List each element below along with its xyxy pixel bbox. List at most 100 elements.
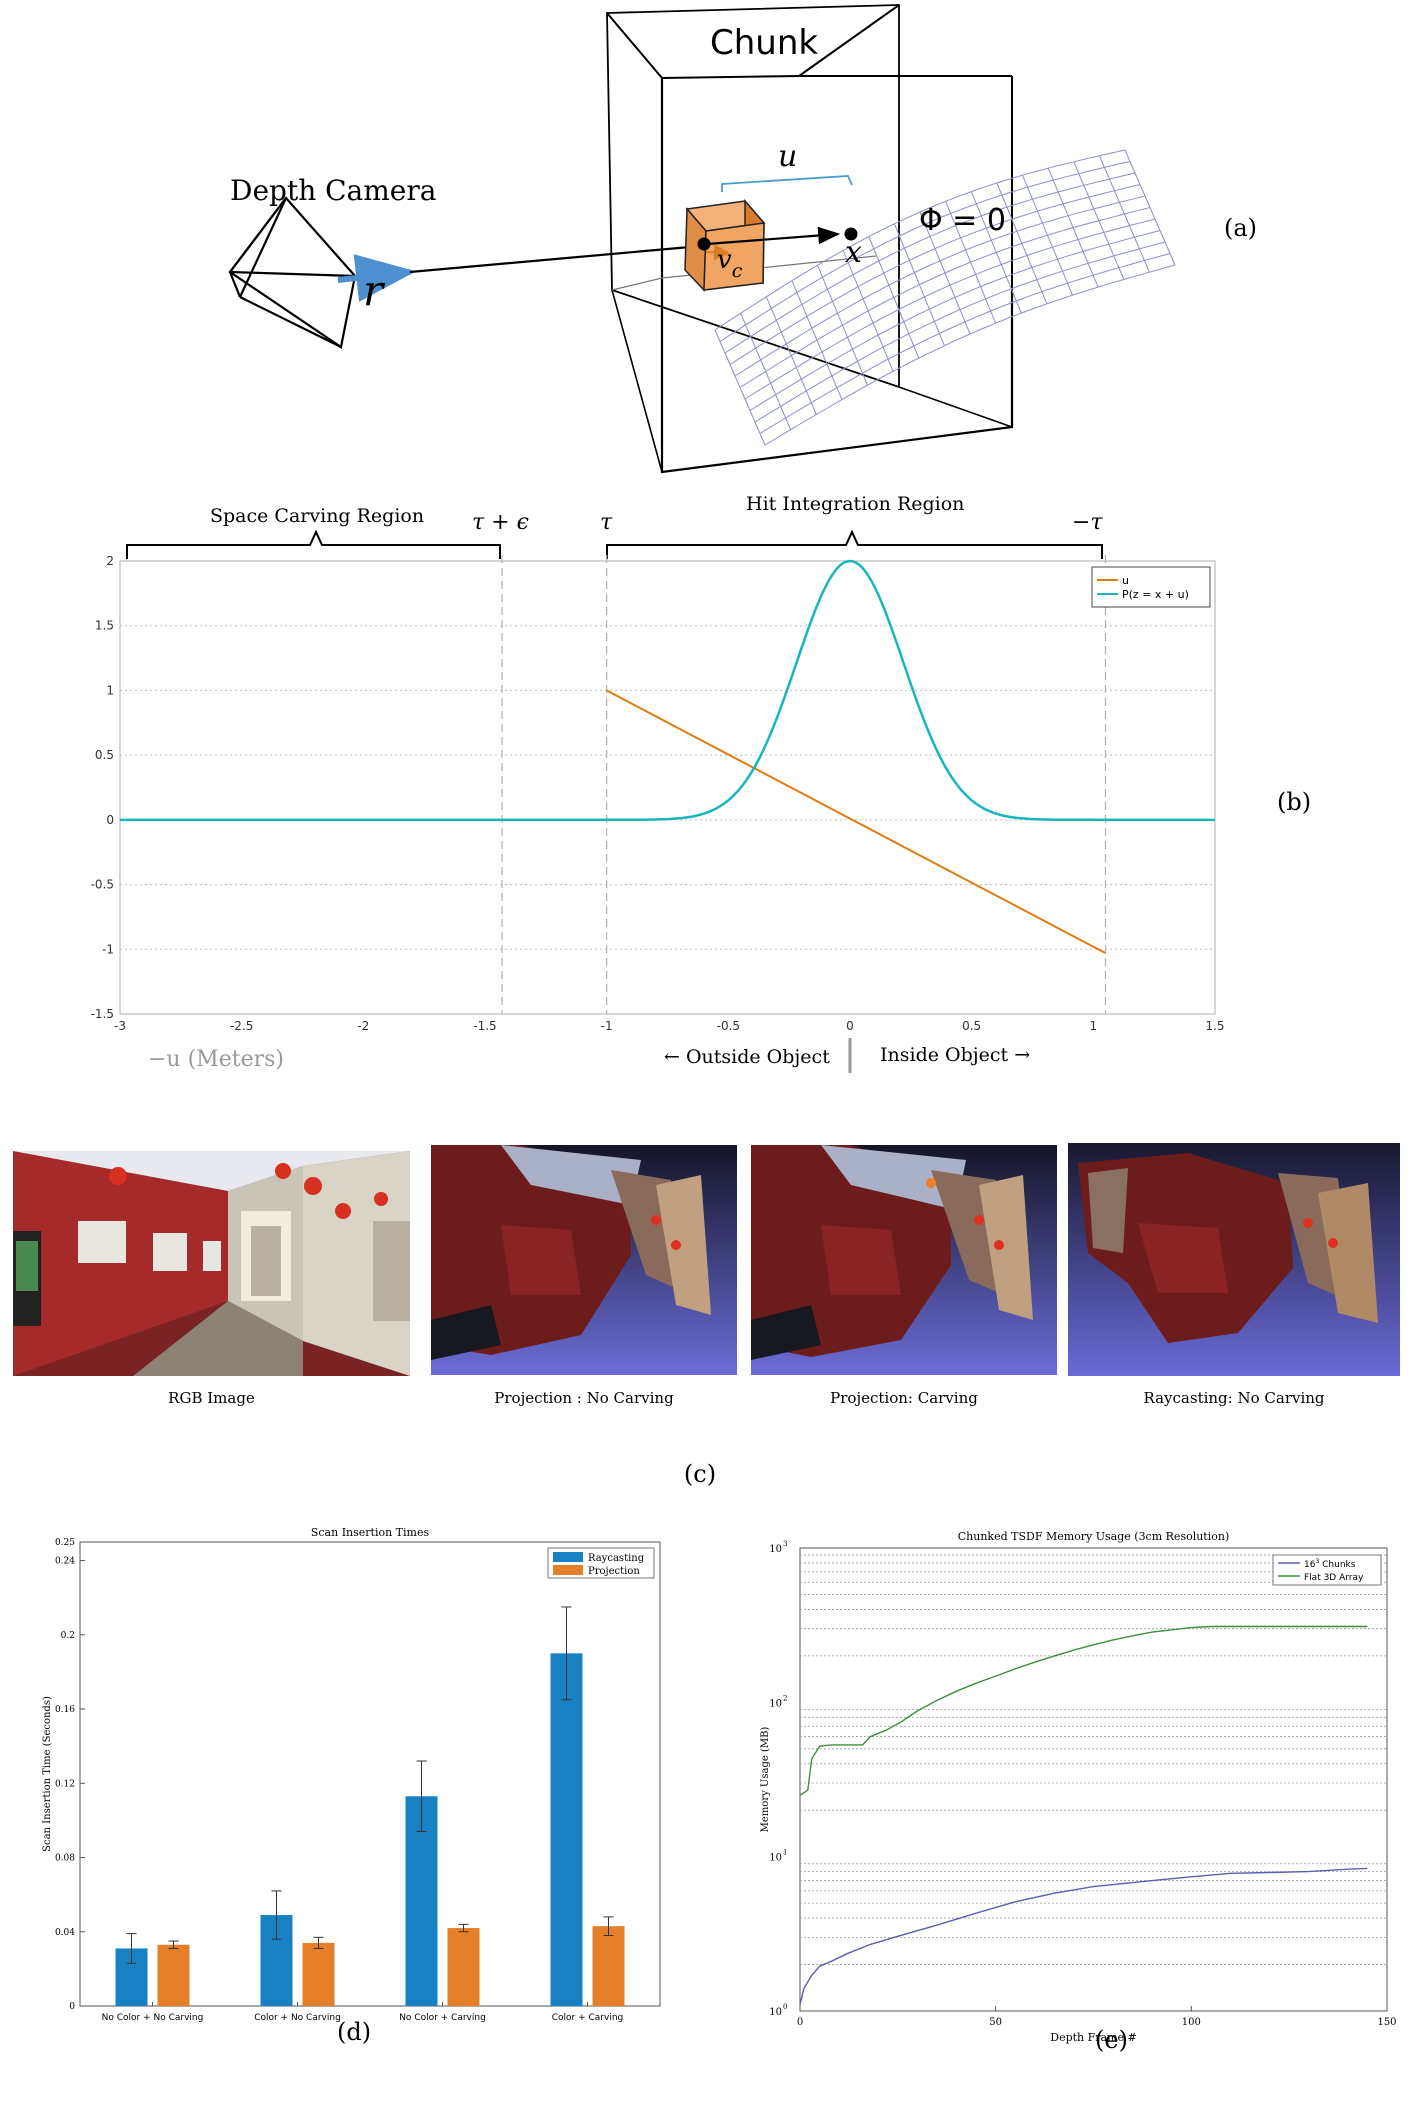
bar (447, 1928, 480, 2006)
space-carving-bracket (126, 529, 501, 559)
hit-region-bracket (606, 529, 1103, 559)
u-label: u (778, 139, 797, 174)
chart-title: Scan Insertion Times (311, 1526, 430, 1539)
space-carving-label: Space Carving Region (210, 505, 424, 527)
camera-label: Depth Camera (230, 174, 436, 207)
tau-eps-label: τ + ϵ (472, 510, 529, 535)
x-tick-label: -2.5 (230, 1019, 253, 1033)
y-tick-label: 0.08 (55, 1854, 75, 1864)
legend-swatch (553, 1565, 583, 1575)
legend-label: 163 Chunks (1304, 1558, 1356, 1570)
bar (592, 1926, 625, 2006)
mesh-line (749, 230, 1161, 411)
x-tick-label: -1 (601, 1019, 613, 1033)
u-bracket (721, 175, 853, 192)
y-tick-label: 0.2 (61, 1631, 75, 1641)
panel-c-tag: (c) (683, 1460, 717, 1488)
vc-label: vc (717, 245, 743, 282)
panel-d-chart: Scan Insertion Times 0 0.04 0.08 0.12 0.16 0.2… (42, 1526, 661, 2046)
surface-point-dot (844, 227, 858, 241)
depth-camera-icon (228, 196, 357, 349)
x-axis-label: Depth Frame # (1050, 2031, 1136, 2044)
ray-line (409, 245, 691, 274)
x-tick-label: 1.5 (1205, 1019, 1224, 1033)
y-tick-label: 0.5 (95, 748, 114, 762)
x-tick-label: 1 (1090, 1019, 1098, 1033)
y-tick-exponent: 2 (783, 1694, 787, 1702)
x-tick-label: -0.5 (717, 1019, 740, 1033)
legend-box (1091, 566, 1211, 608)
legend-label: Raycasting (588, 1553, 645, 1564)
x-tick-label: 100 (1182, 2017, 1201, 2028)
phi-label: Φ = 0 (919, 203, 1006, 238)
y-tick-label: 10 (769, 1853, 782, 1864)
x-tick-label: -1.5 (473, 1019, 496, 1033)
x-tick-label: 0 (797, 2017, 803, 2028)
panel-a-diagram: u Chunk Depth Camera r vc x Φ = 0 (a) (228, 4, 1257, 474)
y-tick-label: 1 (106, 683, 114, 697)
mesh-line (729, 184, 1141, 365)
rgb-image (13, 1151, 410, 1376)
mesh-line (754, 241, 1166, 423)
x-tick-label: 150 (1377, 2017, 1396, 2028)
chunk-label: Chunk (710, 23, 818, 63)
y-axis-label: Memory Usage (MB) (760, 1727, 771, 1833)
x-tick-label: -3 (114, 1019, 126, 1033)
bar (550, 1653, 583, 2006)
inside-label: Inside Object → (880, 1044, 1030, 1066)
panel-a-tag: (a) (1224, 214, 1257, 242)
y-tick-label: 0.25 (55, 1538, 75, 1548)
mesh-line (719, 161, 1131, 342)
y-tick-label: 2 (106, 554, 114, 568)
series-line (799, 1867, 1368, 2005)
y-tick-label: 10 (769, 1698, 782, 1709)
legend-box (1272, 1554, 1382, 1586)
plot-area (799, 1547, 1388, 2012)
neg-tau-label: −τ (1072, 510, 1103, 535)
y-axis-label: Scan Insertion Time (Seconds) (42, 1696, 53, 1852)
plot-area (119, 560, 1216, 1015)
y-tick-exponent: 3 (783, 1540, 787, 1548)
y-tick-label: 10 (769, 1544, 782, 1555)
panel-b-tag: (b) (1277, 788, 1311, 816)
legend-label: u (1122, 574, 1129, 587)
x-tick-label: Color + No Carving (254, 2013, 341, 2023)
x-tick-label: No Color + Carving (399, 2013, 486, 2023)
voxel-center-dot (697, 237, 711, 251)
y-tick-label: 0.16 (55, 1705, 75, 1715)
legend: 163 Chunks Flat 3D Array (1272, 1554, 1382, 1586)
small-orange-arrow (705, 244, 730, 261)
zero-level-surface (714, 149, 1176, 446)
y-tick-label: 1.5 (95, 619, 114, 633)
mesh-line (714, 149, 1126, 331)
legend: uP(z = x + u) (1091, 566, 1211, 608)
caption-raycasting-no-carving: Raycasting: No Carving (1143, 1389, 1325, 1407)
y-tick-label: -1 (102, 942, 114, 956)
panel-e-tag: (e) (1095, 2026, 1128, 2054)
x-axis-label: −u (Meters) (148, 1047, 284, 1072)
ray-vector (337, 254, 416, 302)
mesh-line (724, 172, 1136, 354)
projection-carving-image (751, 1145, 1057, 1375)
caption-projection-no-carving: Projection : No Carving (494, 1389, 674, 1407)
mesh-line (764, 264, 1176, 446)
legend-swatch (553, 1552, 583, 1562)
panel-b-chart: Space Carving Region τ + ϵ τ Hit Integra… (91, 493, 1311, 1073)
y-tick-label: 0.24 (55, 1557, 75, 1567)
legend: Raycasting Projection (547, 1547, 655, 1579)
legend-label: Projection (588, 1566, 640, 1577)
r-label: r (363, 266, 386, 315)
y-tick-label: 10 (769, 2007, 782, 2018)
series-line (799, 1625, 1368, 1796)
chart-title: Chunked TSDF Memory Usage (3cm Resolutio… (958, 1530, 1230, 1543)
chunk-cube (606, 4, 1014, 474)
legend-label: P(z = x + u) (1122, 588, 1189, 601)
panel-e-chart: Chunked TSDF Memory Usage (3cm Resolutio… (760, 1530, 1397, 2054)
tau-label: τ (600, 510, 613, 535)
bar (157, 1944, 190, 2006)
y-tick-label: 0.04 (55, 1928, 75, 1938)
y-tick-label: 0.12 (55, 1779, 75, 1789)
caption-rgb-image: RGB Image (168, 1389, 255, 1407)
bar (302, 1942, 335, 2006)
x-tick-label: 50 (989, 2017, 1002, 2028)
